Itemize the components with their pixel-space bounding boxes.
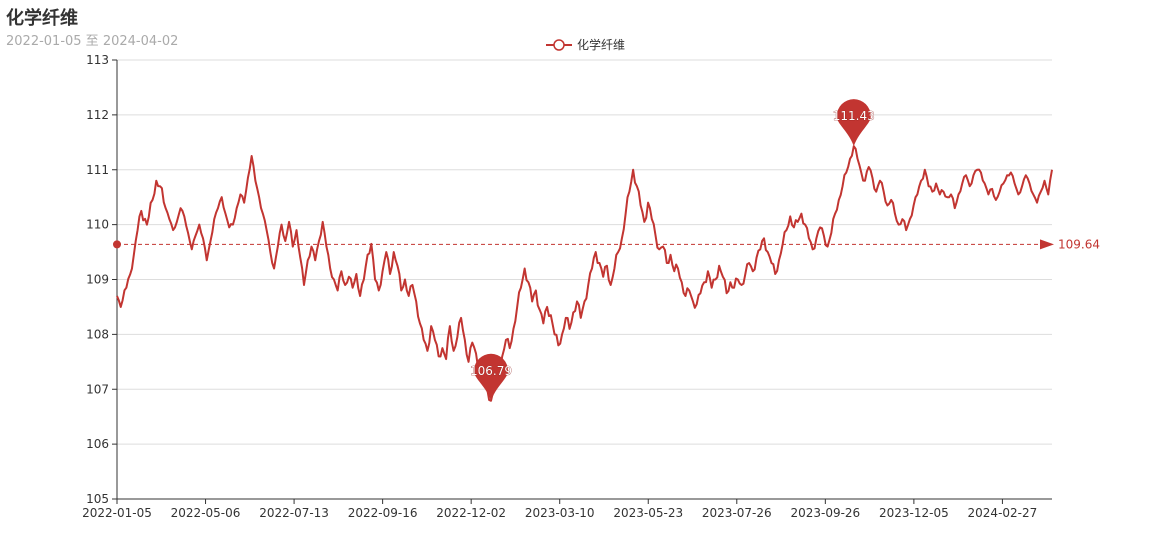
y-tick-label: 113 [86, 53, 109, 67]
x-tick-label: 2022-07-13 [259, 506, 329, 520]
y-tick-label: 107 [86, 382, 109, 396]
x-tick-label: 2023-03-10 [525, 506, 595, 520]
x-tick-label: 2022-09-16 [348, 506, 418, 520]
y-axis: 105 106 107 108 109 110 111 112 113 [86, 53, 118, 506]
x-axis: 2022-01-05 2022-05-06 2022-07-13 2022-09-16… [82, 498, 1052, 520]
y-tick-label: 110 [86, 218, 109, 232]
y-tick-label: 108 [86, 327, 109, 341]
x-tick-label: 2023-07-26 [702, 506, 772, 520]
min-point-pin [474, 353, 508, 401]
x-tick-label: 2024-02-27 [968, 506, 1038, 520]
legend-circle-icon [553, 39, 565, 51]
markers: 109.64 111.43 106.79 [113, 99, 1100, 401]
x-tick-label: 2023-09-26 [790, 506, 860, 520]
average-line-label: 109.64 [1058, 237, 1100, 251]
chart-subtitle: 2022-01-05 至 2024-04-02 [6, 34, 179, 49]
legend[interactable]: 化学纤维 [546, 37, 625, 52]
y-tick-label: 106 [86, 437, 109, 451]
x-tick-label: 2022-01-05 [82, 506, 152, 520]
legend-label: 化学纤维 [577, 37, 625, 52]
average-line-arrow [1040, 239, 1054, 250]
y-tick-label: 105 [86, 492, 109, 506]
x-tick-label: 2023-05-23 [613, 506, 683, 520]
series-line [116, 145, 1053, 402]
max-point-pin [836, 99, 871, 147]
x-tick-label: 2023-12-05 [879, 506, 949, 520]
grid-lines [117, 59, 1052, 445]
chart-title: 化学纤维 [6, 8, 78, 29]
y-tick-label: 109 [86, 273, 109, 287]
y-tick-label: 112 [86, 108, 109, 122]
x-tick-label: 2022-12-02 [436, 506, 506, 520]
y-tick-label: 111 [86, 163, 109, 177]
series-path [116, 145, 1053, 402]
max-point-label: 111.43 [833, 109, 875, 123]
x-tick-label: 2022-05-06 [171, 506, 241, 520]
min-point-label: 106.79 [470, 364, 512, 378]
